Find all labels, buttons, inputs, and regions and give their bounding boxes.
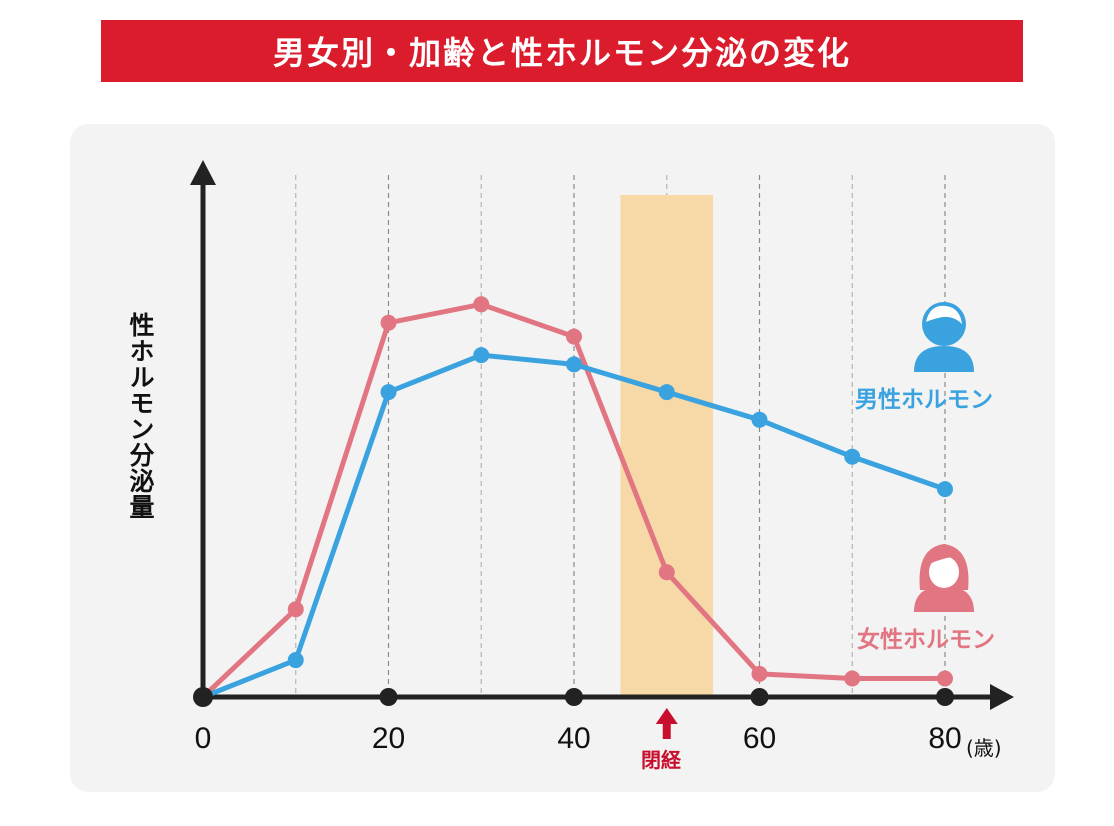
menopause-band — [620, 195, 714, 697]
data-point — [937, 670, 953, 687]
data-point — [658, 384, 675, 401]
series — [193, 296, 953, 707]
chart-title: 男女別・加齢と性ホルモン分泌の変化 — [272, 34, 851, 72]
x-unit-label: (歳) — [966, 736, 1002, 760]
data-point — [844, 448, 861, 465]
data-point — [287, 652, 304, 669]
male-face — [926, 305, 962, 324]
y-axis-label: 性ホルモン分泌量 — [126, 312, 155, 520]
x-tick-label: 20 — [371, 722, 406, 755]
female-person-icon — [914, 544, 974, 612]
data-point — [844, 670, 861, 687]
x-tick-label: 60 — [742, 722, 777, 755]
data-point — [751, 411, 768, 428]
data-point — [566, 356, 582, 373]
data-point — [658, 564, 675, 581]
title-bar: 男女別・加齢と性ホルモン分泌の変化 — [101, 20, 1023, 82]
female-bangs — [927, 553, 960, 566]
data-point — [566, 328, 582, 345]
x-axis-tick-dot — [750, 688, 769, 706]
origin-point — [193, 687, 213, 707]
female-face — [929, 556, 959, 588]
x-tick-label: 80 — [928, 722, 962, 755]
legend-female-label: 女性ホルモン — [857, 627, 995, 653]
data-point — [380, 314, 397, 331]
legend-icons — [914, 302, 974, 612]
data-point — [473, 347, 490, 364]
data-point — [937, 481, 953, 498]
data-point — [380, 384, 397, 401]
data-point — [287, 601, 304, 618]
legend-male-label: 男性ホルモン — [855, 387, 993, 413]
x-tick-label: 40 — [557, 722, 591, 755]
male-body — [914, 346, 974, 372]
female-body — [914, 586, 974, 612]
y-axis-arrow — [190, 160, 216, 185]
data-point — [751, 665, 768, 682]
x-axis-tick-dot — [379, 688, 398, 706]
menopause-arrow-head — [655, 708, 678, 724]
menopause-arrow-stem — [662, 723, 671, 739]
menopause-label: 閉経 — [641, 748, 681, 772]
x-axis-tick-dot — [565, 688, 583, 706]
x-axis-tick-dot — [936, 688, 954, 706]
x-axis-arrow — [990, 684, 1014, 710]
x-tick-label: 0 — [194, 722, 212, 755]
male-person-icon — [914, 302, 974, 372]
data-point — [473, 296, 490, 313]
